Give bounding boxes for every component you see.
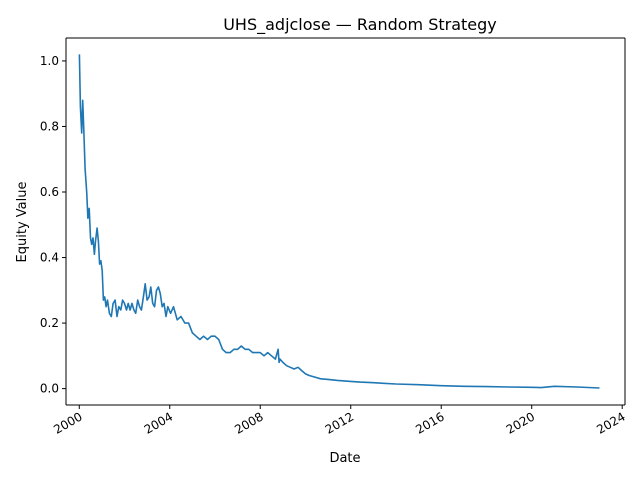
series-line-0 [78, 54, 600, 389]
x-tick-label: 2008 [232, 409, 265, 436]
series-layer [78, 54, 600, 389]
y-tick-label: 1.0 [40, 54, 59, 68]
y-tick-label: 0.2 [40, 316, 59, 330]
chart-title: UHS_adjclose — Random Strategy [223, 15, 497, 35]
y-axis-label: Equity Value [15, 182, 30, 263]
plot-area [80, 40, 630, 410]
y-axis-ticks: 0.0 0.2 0.4 0.6 0.8 1.0 [40, 54, 66, 396]
y-tick-label: 0.0 [40, 382, 59, 396]
x-tick-label: 2000 [51, 409, 84, 436]
y-tick-label: 0.6 [40, 185, 59, 199]
x-tick-label: 2020 [504, 409, 537, 436]
x-tick-label: 2004 [142, 409, 175, 436]
x-tick-label: 2016 [413, 409, 446, 436]
y-tick-label: 0.4 [40, 251, 59, 265]
x-axis-label: Date [329, 451, 360, 466]
y-tick-label: 0.8 [40, 119, 59, 133]
plot-frame [65, 37, 626, 406]
x-tick-label: 2012 [323, 409, 356, 436]
x-tick-label: 2024 [594, 409, 627, 436]
